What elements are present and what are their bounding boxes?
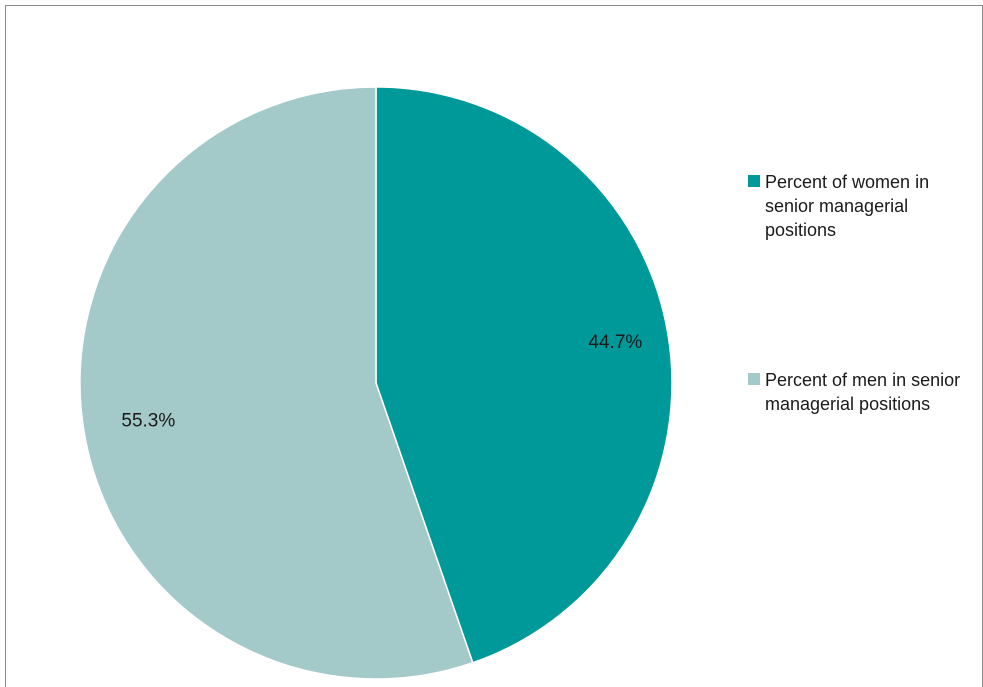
pie-slice-women xyxy=(375,86,673,664)
data-label-women: 44.7% xyxy=(588,332,642,353)
pie-data-labels: 44.7% 55.3% xyxy=(121,332,642,431)
legend-swatch-women xyxy=(748,175,760,187)
legend-label-women: Percent of women in senior managerial po… xyxy=(765,172,930,240)
pie-slice-men xyxy=(79,86,474,680)
legend-entry-men: Percent of men in senior managerial posi… xyxy=(748,368,978,416)
legend-swatch-men xyxy=(748,373,760,385)
legend-label-men: Percent of men in senior managerial posi… xyxy=(765,370,961,414)
data-label-men: 55.3% xyxy=(121,410,175,431)
legend-entry-women: Percent of women in senior managerial po… xyxy=(748,170,978,242)
pie-slices xyxy=(79,86,673,680)
